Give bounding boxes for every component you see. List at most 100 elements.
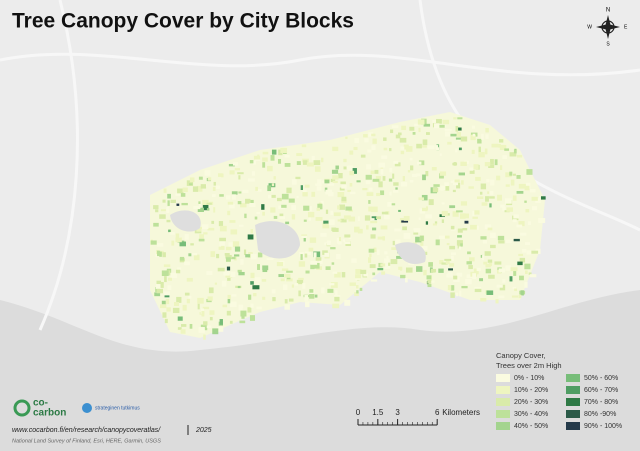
canopy-patch — [360, 269, 367, 275]
canopy-patch — [395, 187, 398, 190]
canopy-patch — [277, 197, 282, 202]
canopy-patch — [227, 299, 231, 304]
canopy-patch — [448, 268, 453, 271]
canopy-patch — [291, 284, 294, 288]
canopy-patch — [250, 303, 254, 308]
canopy-patch — [160, 209, 166, 212]
canopy-patch — [339, 204, 346, 210]
canopy-patch — [421, 194, 428, 201]
canopy-patch — [186, 298, 190, 304]
canopy-patch — [392, 240, 395, 246]
canopy-patch — [471, 125, 475, 129]
canopy-patch — [212, 186, 216, 192]
canopy-patch — [158, 251, 162, 257]
compass-s: S — [606, 41, 610, 47]
canopy-patch — [302, 282, 306, 289]
canopy-patch — [400, 268, 403, 271]
canopy-patch — [442, 119, 450, 125]
canopy-patch — [425, 214, 432, 219]
canopy-patch — [509, 276, 513, 282]
canopy-patch — [524, 282, 528, 288]
canopy-patch — [193, 254, 200, 261]
canopy-patch — [335, 165, 339, 170]
canopy-patch — [281, 268, 289, 271]
canopy-patch — [331, 169, 339, 174]
canopy-patch — [286, 187, 292, 194]
canopy-patch — [400, 274, 406, 279]
logos: co- carbon strateginen tutkimus — [13, 398, 140, 419]
canopy-patch — [310, 264, 315, 270]
canopy-patch — [509, 152, 517, 157]
canopy-patch — [340, 181, 346, 185]
canopy-patch — [170, 272, 178, 279]
canopy-patch — [498, 143, 501, 148]
canopy-patch — [475, 176, 481, 181]
canopy-patch — [306, 162, 314, 167]
canopy-patch — [296, 195, 299, 199]
canopy-patch — [519, 257, 526, 263]
canopy-patch — [280, 147, 288, 154]
canopy-patch — [245, 198, 251, 204]
strateginen-logo: strateginen tutkimus — [95, 405, 140, 411]
canopy-patch — [250, 281, 254, 285]
canopy-patch — [370, 279, 378, 282]
canopy-patch — [223, 271, 230, 276]
canopy-patch — [516, 154, 523, 158]
canopy-patch — [216, 253, 220, 259]
legend-label: 90% - 100% — [584, 423, 622, 430]
canopy-patch — [460, 213, 466, 219]
canopy-patch — [252, 285, 260, 290]
canopy-patch — [422, 174, 426, 181]
legend-label: 70% - 80% — [584, 399, 618, 406]
canopy-patch — [202, 199, 209, 205]
canopy-patch — [198, 327, 205, 333]
canopy-patch — [422, 139, 428, 146]
canopy-patch — [393, 182, 399, 186]
canopy-patch — [180, 324, 187, 327]
canopy-patch — [458, 147, 462, 151]
canopy-patch — [481, 133, 484, 140]
canopy-patch — [320, 232, 327, 237]
canopy-patch — [371, 133, 376, 137]
canopy-patch — [270, 207, 276, 213]
canopy-patch — [436, 118, 442, 124]
canopy-patch — [497, 235, 505, 241]
canopy-patch — [450, 285, 455, 291]
canopy-patch — [218, 221, 224, 227]
scale-label: 3 — [395, 408, 400, 417]
canopy-patch — [157, 243, 164, 247]
canopy-patch — [377, 236, 384, 240]
canopy-patch — [370, 170, 375, 175]
canopy-patch — [472, 133, 476, 137]
canopy-patch — [284, 299, 288, 304]
canopy-patch — [377, 268, 384, 271]
canopy-patch — [510, 267, 518, 272]
canopy-patch — [382, 176, 386, 181]
canopy-patch — [228, 163, 235, 167]
canopy-patch — [429, 280, 435, 283]
canopy-patch — [330, 247, 336, 250]
canopy-patch — [273, 215, 278, 219]
canopy-patch — [529, 188, 536, 193]
canopy-patch — [476, 225, 479, 230]
canopy-patch — [190, 243, 194, 246]
canopy-patch — [219, 225, 227, 232]
canopy-patch — [180, 329, 186, 334]
canopy-patch — [363, 272, 368, 277]
canopy-patch — [344, 241, 351, 245]
canopy-patch — [349, 182, 353, 187]
canopy-patch — [207, 296, 213, 301]
canopy-patch — [166, 307, 171, 312]
canopy-patch — [357, 216, 360, 221]
canopy-patch — [153, 222, 159, 227]
canopy-patch — [368, 132, 373, 137]
canopy-patch — [232, 162, 239, 166]
canopy-patch — [446, 243, 450, 246]
canopy-patch — [432, 187, 439, 193]
canopy-patch — [449, 205, 456, 209]
canopy-patch — [518, 183, 526, 189]
canopy-patch — [349, 282, 356, 286]
canopy-patch — [525, 182, 531, 189]
canopy-patch — [406, 146, 413, 152]
canopy-patch — [513, 149, 517, 154]
